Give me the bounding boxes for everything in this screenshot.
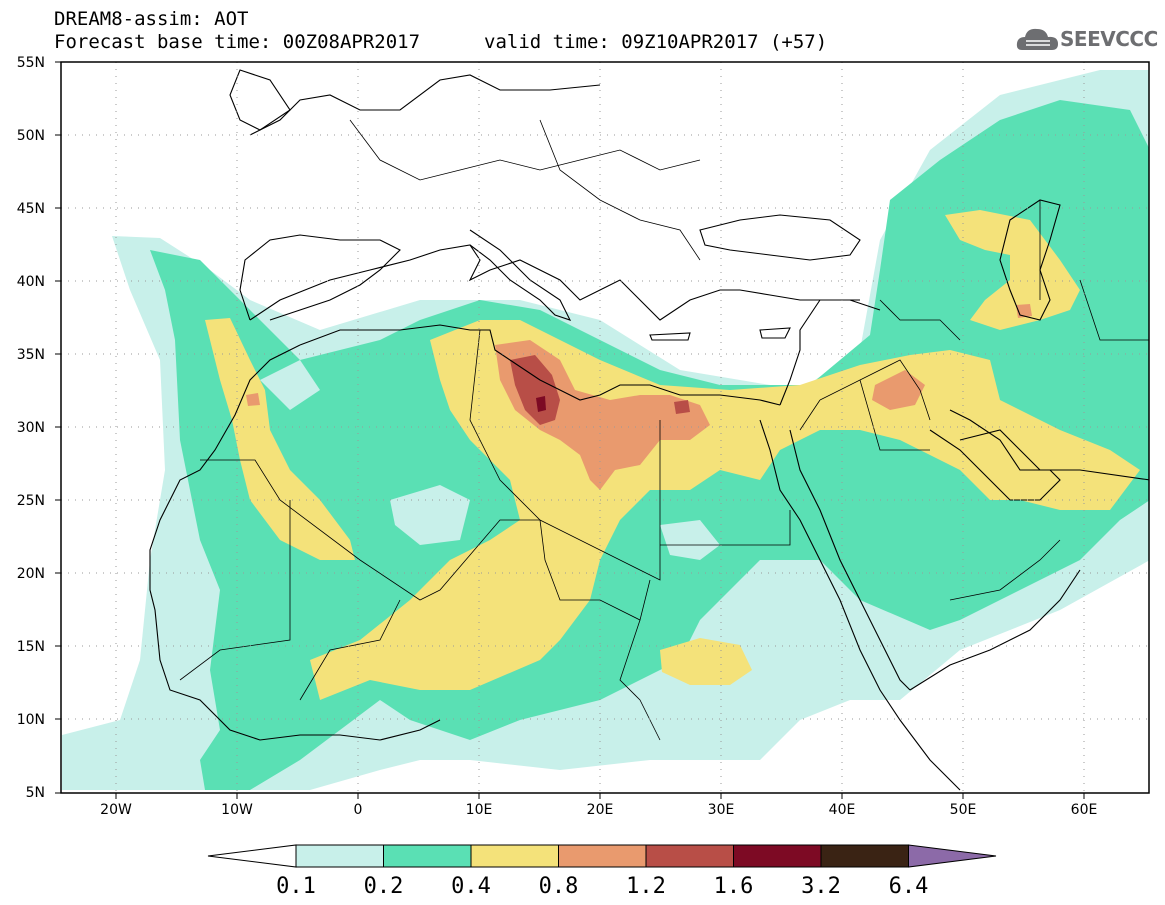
lat-label: 30N <box>17 420 45 436</box>
border-4 <box>539 519 651 621</box>
cyprus <box>759 327 791 339</box>
lat-label: 35N <box>17 347 45 363</box>
cloud-icon <box>1016 28 1058 50</box>
graticule <box>61 62 1149 793</box>
arabia-south-coast <box>909 569 1081 691</box>
country-borders <box>179 119 1149 741</box>
border-13 <box>1039 200 1149 341</box>
lon-label: 20W <box>100 802 132 818</box>
lat-label: 40N <box>17 274 45 290</box>
border-6 <box>299 599 401 701</box>
border-12 <box>539 119 701 261</box>
map-title: DREAM8-assim: AOT <box>54 8 249 30</box>
lon-label: 50E <box>950 802 977 818</box>
colorbar-label: 6.4 <box>889 874 929 899</box>
valid-time: valid time: 09Z10APR2017 (+57) <box>484 31 828 53</box>
lon-ticks <box>115 793 1085 799</box>
colorbar-label: 0.1 <box>276 874 316 899</box>
lon-label: 30E <box>708 802 735 818</box>
lat-label: 5N <box>26 785 45 801</box>
aot-hole-1 <box>390 485 470 545</box>
forecast-base-time: Forecast base time: 00Z08APR2017 <box>54 31 421 53</box>
red-sea-west <box>759 419 961 791</box>
aot-contour-0.8-spot1 <box>246 393 260 406</box>
aot-field <box>62 70 1149 790</box>
colorbar-bin <box>820 844 909 868</box>
lat-label: 50N <box>17 128 45 144</box>
north-africa-coast <box>299 324 781 406</box>
border-5 <box>179 500 291 681</box>
europe-south-coast <box>249 244 881 321</box>
aot-contour-0.4 <box>310 320 1140 700</box>
lon-axis: 20W 10W 0 10E 20E 30E 40E 50E 60E <box>100 802 1097 818</box>
lat-label: 45N <box>17 201 45 217</box>
lat-ticks <box>55 61 61 794</box>
border-2 <box>469 329 661 581</box>
colorbar-bin <box>558 844 647 868</box>
persian-gulf <box>929 409 1061 501</box>
colorbar-bin <box>383 844 472 868</box>
colorbar-over-arrow <box>908 844 997 868</box>
logo-text: SEEVCCC <box>1060 27 1158 51</box>
colorbar-bin <box>733 844 822 868</box>
lat-label: 15N <box>17 639 45 655</box>
red-sea-east <box>789 429 911 691</box>
lat-label: 10N <box>17 712 45 728</box>
iran-coast <box>959 429 1149 481</box>
colorbar-label: 1.6 <box>714 874 754 899</box>
colorbar-bin <box>295 844 384 868</box>
colorbar-under-arrow <box>207 844 297 868</box>
lat-label: 20N <box>17 566 45 582</box>
aot-contour-0.4-sahel <box>660 638 752 685</box>
lon-label: 60E <box>1071 802 1098 818</box>
lon-label: 10E <box>466 802 493 818</box>
aot-contour-1.2 <box>510 355 560 425</box>
coastlines <box>149 69 1149 791</box>
colorbar-label: 1.2 <box>626 874 666 899</box>
iberia <box>239 234 401 321</box>
border-11 <box>349 119 701 181</box>
colorbar-bin <box>470 844 559 868</box>
caspian-sea <box>999 199 1061 321</box>
italy <box>469 229 572 321</box>
lat-label: 55N <box>17 55 45 71</box>
africa-west-coast <box>149 344 441 741</box>
colorbar-labels: 0.1 0.2 0.4 0.8 1.2 1.6 3.2 6.4 <box>276 874 928 899</box>
colorbar <box>207 844 997 868</box>
border-3 <box>660 510 791 546</box>
colorbar-bin <box>645 844 734 868</box>
lat-axis: 55N 50N 45N 40N 35N 30N 25N 20N 15N 10N … <box>17 55 45 801</box>
border-8 <box>819 359 931 421</box>
colorbar-label: 0.8 <box>539 874 579 899</box>
aot-contour-0.4-west <box>205 318 355 560</box>
border-1 <box>200 459 540 601</box>
aot-contour-1.6 <box>536 396 546 412</box>
europe-north-coast <box>249 74 601 136</box>
border-14 <box>799 379 930 451</box>
lon-label: 10W <box>221 802 253 818</box>
colorbar-label: 0.4 <box>451 874 491 899</box>
black-sea <box>699 214 861 261</box>
border-10 <box>949 539 1061 601</box>
lon-label: 0 <box>354 802 363 818</box>
aot-hole-3 <box>260 360 320 410</box>
aot-hole-2 <box>660 520 720 560</box>
british-isles <box>229 69 291 131</box>
border-9 <box>879 299 961 341</box>
border-7 <box>619 619 661 741</box>
colorbar-label: 3.2 <box>801 874 841 899</box>
aot-contour-0.4-east <box>945 210 1080 330</box>
lat-label: 25N <box>17 493 45 509</box>
lon-label: 20E <box>587 802 614 818</box>
aot-contour-1.2-east <box>674 400 690 414</box>
aot-contour-0.8-iraq <box>872 370 925 410</box>
colorbar-label: 0.2 <box>364 874 404 899</box>
crete <box>649 332 691 341</box>
seevccc-logo: SEEVCCC <box>1016 22 1158 58</box>
lon-label: 40E <box>829 802 856 818</box>
